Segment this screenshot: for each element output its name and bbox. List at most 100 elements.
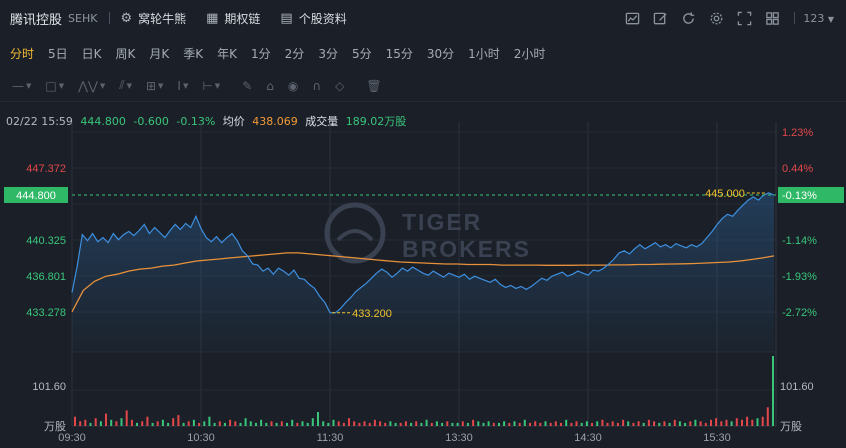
volume-bar xyxy=(549,422,552,426)
volume-bar xyxy=(503,421,506,426)
magnet-tool[interactable]: ∩ xyxy=(312,79,321,93)
volume-bar xyxy=(466,422,469,426)
layers-icon: ◇ xyxy=(335,78,345,93)
time-tick-label: 15:30 xyxy=(703,432,731,444)
drawing-toolbar: — ▼ □ ▼ ⋀⋁ ▼ ⫽ ▼ ⊞ ▼ I ▼ ⊢ ▼ ✎ ⌂ ◉ ∩ ◇ 🗑 xyxy=(0,70,846,102)
volume-bar xyxy=(668,422,671,426)
caret-down-icon: ▼ xyxy=(827,14,834,24)
period-tab[interactable]: 年K xyxy=(217,46,238,61)
time-tick-label: 09:30 xyxy=(58,432,86,444)
volume-bar xyxy=(632,422,635,426)
layers-tool[interactable]: ◇ xyxy=(335,79,344,93)
top-bar: 腾讯控股 SEHK ⚙ 窝轮牛熊 ▦ 期权链 ▤ 个股资料 123 ▼ xyxy=(0,0,846,36)
layout-icon[interactable] xyxy=(764,10,780,26)
refresh-icon[interactable] xyxy=(680,10,696,26)
grid-tool[interactable]: ⊞ ▼ xyxy=(146,79,163,93)
period-tab[interactable]: 月K xyxy=(149,46,170,61)
text-tool[interactable]: I ▼ xyxy=(177,79,188,93)
high-price-label: 445.000 xyxy=(705,188,745,200)
period-tab[interactable]: 日K xyxy=(81,46,102,61)
time-tick-label: 10:30 xyxy=(187,432,215,444)
pencil-icon: ✎ xyxy=(242,78,253,93)
period-tab[interactable]: 季K xyxy=(183,46,204,61)
fullscreen-icon[interactable] xyxy=(736,10,752,26)
volume-bar xyxy=(725,419,728,426)
stock-profile-link[interactable]: ▤ 个股资料 xyxy=(280,10,346,27)
ruler-icon: ⊢ xyxy=(202,78,213,93)
line-tool[interactable]: — ▼ xyxy=(12,79,31,93)
calendar-icon: ▦ xyxy=(206,10,219,26)
period-tab[interactable]: 周K xyxy=(115,46,136,61)
volume-bar xyxy=(575,421,578,426)
pct-tick-label: -1.93% xyxy=(782,271,817,283)
quote-change: -0.600 xyxy=(133,115,169,128)
period-tab[interactable]: 15分 xyxy=(385,46,413,61)
channel-tool[interactable]: ⫽ ▼ xyxy=(119,78,132,93)
volume-bar xyxy=(327,422,330,426)
volume-bar xyxy=(637,421,640,426)
volume-bar xyxy=(591,422,593,426)
volume-bar xyxy=(218,421,221,426)
volume-bar xyxy=(291,419,294,426)
period-tab[interactable]: 5日 xyxy=(48,46,68,61)
period-tab[interactable]: 5分 xyxy=(351,46,372,61)
period-tab[interactable]: 2分 xyxy=(284,46,305,61)
number-format-label: 123 xyxy=(803,11,825,25)
lock-tool[interactable]: ⌂ xyxy=(266,79,274,93)
volume-bar xyxy=(120,418,123,426)
volume-bar xyxy=(125,410,128,426)
avg-label: 均价 xyxy=(222,115,245,128)
settings-icon[interactable] xyxy=(708,10,724,26)
period-tab[interactable]: 分时 xyxy=(10,46,35,61)
volume-bar xyxy=(482,422,485,426)
volume-bar xyxy=(399,422,402,426)
intraday-chart[interactable]: TIGER BROKERS 433.200 445.000 447.372 444.… xyxy=(0,122,846,448)
lock-icon: ⌂ xyxy=(266,78,274,93)
volume-bar xyxy=(772,356,774,426)
period-tab[interactable]: 3分 xyxy=(318,46,338,61)
price-area xyxy=(72,192,774,352)
delete-tool[interactable]: 🗑 xyxy=(366,79,381,93)
volume-bar xyxy=(508,422,511,426)
pct-tick-label: 1.23% xyxy=(782,127,813,139)
volume-bar xyxy=(746,416,749,426)
volume-bar xyxy=(296,422,299,426)
volume-bar xyxy=(699,421,702,426)
volume-bar xyxy=(317,412,319,426)
chart-icon[interactable] xyxy=(624,10,640,26)
volume-bar xyxy=(110,419,113,426)
draw-icon[interactable] xyxy=(652,10,668,26)
volume-bar xyxy=(673,419,676,426)
options-chain-link[interactable]: ▦ 期权链 xyxy=(206,10,260,27)
period-tabs: 分时 5日 日K 周K 月K 季K 年K 1分 2分 3分 5分 15分 30分 1小时 2小时 xyxy=(0,36,846,70)
caret-down-icon: ▼ xyxy=(126,81,132,90)
caret-down-icon: ▼ xyxy=(182,81,189,90)
volume-bar xyxy=(167,422,170,426)
current-price-badge xyxy=(4,186,68,203)
volume-bar xyxy=(751,419,754,426)
price-tick-label: 433.278 xyxy=(26,307,66,319)
volume-bar xyxy=(689,421,692,426)
period-tab[interactable]: 1小时 xyxy=(468,46,500,61)
rect-tool[interactable]: □ ▼ xyxy=(45,79,64,93)
pencil-tool[interactable]: ✎ xyxy=(242,79,252,93)
period-tab[interactable]: 1分 xyxy=(251,46,271,61)
period-tab[interactable]: 2小时 xyxy=(513,46,546,61)
volume-unit-label: 万股 xyxy=(780,420,802,433)
volume-bar xyxy=(198,422,201,426)
number-format-dropdown[interactable]: 123 ▼ xyxy=(803,12,834,25)
volume-bar xyxy=(187,421,190,426)
period-tab[interactable]: 30分 xyxy=(426,46,455,61)
pct-tick-label: 0.44% xyxy=(782,163,813,175)
eye-tool[interactable]: ◉ xyxy=(288,79,298,93)
volume-bar xyxy=(715,418,718,426)
ruler-tool[interactable]: ⊢ ▼ xyxy=(202,79,220,93)
volume-bar xyxy=(322,421,325,426)
volume-bar xyxy=(89,422,92,426)
caret-down-icon: ▼ xyxy=(26,81,32,90)
volume-bar xyxy=(394,422,397,426)
warrants-link[interactable]: ⚙ 窝轮牛熊 xyxy=(120,10,186,27)
wave-tool[interactable]: ⋀⋁ ▼ xyxy=(78,79,105,93)
volume-bar xyxy=(161,419,164,426)
volume-bar xyxy=(642,422,645,426)
